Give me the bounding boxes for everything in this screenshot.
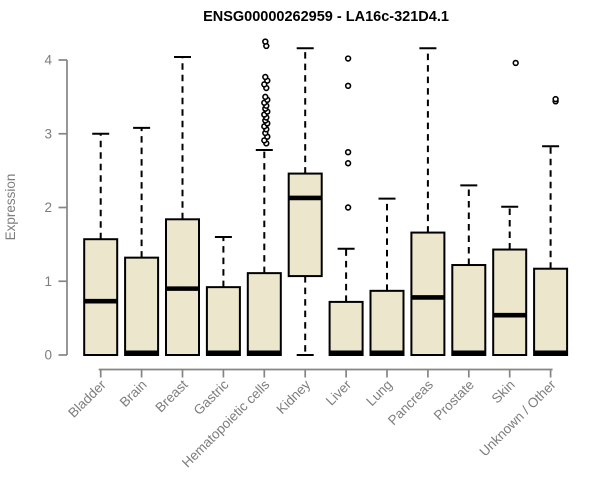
iqr-box: [124, 256, 160, 356]
y-axis-title: Expression: [3, 174, 18, 241]
boxplot-unknown-other: [533, 95, 569, 356]
x-category-label: Unknown / Other: [476, 377, 559, 460]
boxplot-skin: [492, 59, 528, 357]
boxplot-prostate: [451, 184, 487, 356]
iqr-box: [246, 272, 282, 357]
outlier-point: [512, 59, 519, 67]
plot-area: [83, 38, 569, 357]
x-category-label: Breast: [152, 377, 190, 415]
x-category-label: Prostate: [431, 377, 477, 423]
outlier-point: [262, 93, 269, 101]
outlier-point: [344, 148, 352, 156]
x-category-label: Kidney: [274, 377, 314, 417]
iqr-box: [205, 286, 241, 356]
x-category-label: Bladder: [65, 377, 109, 421]
iqr-box: [83, 238, 119, 356]
iqr-box: [287, 172, 323, 278]
boxplot-gastric: [205, 236, 241, 356]
x-category-label: Lung: [363, 377, 395, 409]
boxplot-pancreas: [410, 47, 446, 356]
iqr-box: [533, 267, 569, 356]
boxplot-liver: [328, 55, 364, 356]
y-tick-label: 2: [44, 200, 52, 215]
boxplot-kidney: [287, 47, 323, 356]
outlier-point: [344, 82, 352, 90]
y-tick-label: 0: [44, 348, 52, 363]
outlier-point: [344, 55, 352, 62]
boxplot-lung: [369, 197, 405, 356]
iqr-box: [328, 300, 364, 356]
iqr-box: [492, 248, 528, 357]
chart-title: ENSG00000262959 - LA16c-321D4.1: [203, 9, 449, 25]
x-category-label: Brain: [117, 377, 150, 410]
iqr-box: [369, 289, 405, 356]
boxplot-hematopoietic-cells: [246, 38, 282, 357]
outlier-point: [262, 73, 269, 81]
outlier-point: [262, 38, 269, 45]
y-tick-label: 3: [44, 126, 52, 141]
iqr-box: [451, 264, 487, 356]
x-category-label: Gastric: [191, 377, 232, 418]
iqr-box: [410, 231, 446, 356]
y-tick-label: 4: [44, 53, 52, 68]
x-category-label: Pancreas: [385, 377, 436, 428]
x-category-label: Liver: [323, 377, 355, 409]
outlier-point: [344, 160, 352, 167]
y-tick-label: 1: [44, 274, 52, 289]
boxplot-bladder: [83, 132, 119, 356]
outlier-point: [552, 95, 559, 103]
x-category-label: Skin: [489, 377, 518, 406]
boxplot-brain: [124, 126, 160, 356]
outlier-point: [344, 204, 352, 211]
boxplot-breast: [165, 56, 200, 356]
